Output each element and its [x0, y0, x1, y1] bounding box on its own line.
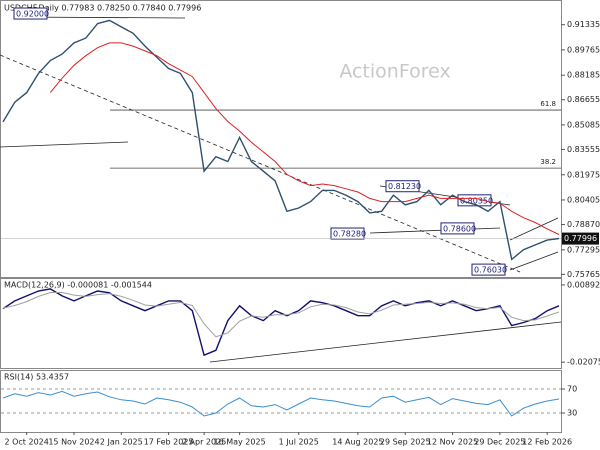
trendline: [209, 321, 562, 363]
x-tick-label: 29 Sep 2025: [380, 438, 431, 447]
price-title: USDCHF.Daily 0.77983 0.78250 0.77840 0.7…: [4, 4, 201, 13]
y-tick-label: 0.89765: [567, 45, 600, 54]
x-tick-label: 29 Dec 2025: [474, 438, 525, 447]
macd-title: MACD(12,26,9) -0.000081 -0.001544: [4, 281, 152, 290]
y-tick-label: 0.78870: [567, 220, 600, 229]
y-tick-label: 0.88185: [567, 71, 600, 80]
y-tick-label: -0.020759: [567, 358, 600, 367]
last-price-box: [562, 232, 599, 245]
price-panel: [0, 0, 562, 278]
rsi-title: RSI(14) 53.4357: [4, 373, 69, 382]
x-tick-label: 2 Apr 2025: [182, 438, 226, 447]
price-annotation-box: [457, 194, 492, 207]
x-tick-label: 1 Jul 2025: [279, 438, 319, 447]
rsi-panel: [0, 370, 562, 433]
price-annotation: 0.76030: [474, 266, 507, 275]
price-annotation-box: [13, 7, 48, 20]
x-tick-label: 17 Feb 2025: [144, 438, 194, 447]
trendline: [0, 141, 129, 148]
price-annotation-box: [330, 227, 365, 240]
x-tick-label: 16 May 2025: [214, 438, 266, 447]
fib-label: 38.2: [540, 158, 556, 166]
y-tick-label: 0.83555: [567, 145, 600, 154]
trendline: [509, 251, 559, 271]
series-line: [2, 390, 560, 417]
price-annotation-box: [385, 180, 420, 193]
trendline: [509, 217, 559, 241]
series-line: [2, 19, 560, 261]
y-tick-label: 0.91335: [567, 20, 600, 29]
price-annotation: 0.81230: [388, 182, 421, 191]
y-tick-label: 0.77295: [567, 245, 600, 254]
series-line: [2, 292, 560, 338]
y-tick-label: 0.80405: [567, 195, 600, 204]
watermark: ActionForex: [339, 61, 450, 83]
x-tick-label: 14 Aug 2025: [332, 438, 383, 447]
macd-panel: [0, 278, 562, 369]
y-tick-label: 0.75765: [567, 270, 600, 279]
series-line: [2, 288, 560, 357]
price-annotation-box: [440, 222, 475, 235]
last-price-label: 0.77996: [564, 234, 597, 243]
x-tick-label: 12 Nov 2025: [427, 438, 478, 447]
y-tick-label: 30: [567, 409, 577, 418]
trendline: [0, 54, 521, 273]
price-annotation-box: [471, 263, 506, 276]
fib-label: 61.8: [540, 100, 556, 108]
x-tick-label: 12 Feb 2026: [522, 438, 572, 447]
y-tick-label: 0.81975: [567, 170, 600, 179]
trendline: [369, 227, 501, 234]
y-tick-label: 0.008923: [567, 280, 600, 289]
price-annotation: 0.92000: [16, 10, 49, 19]
price-annotation: 0.78600: [443, 224, 476, 233]
x-tick-label: 15 Nov 2024: [48, 438, 99, 447]
price-annotation: 0.78280: [333, 230, 366, 239]
series-line: [49, 42, 560, 235]
x-tick-label: 2 Oct 2024: [4, 438, 48, 447]
price-annotation: 0.80350: [460, 196, 493, 205]
y-tick-label: 0.86655: [567, 95, 600, 104]
y-tick-label: 70: [567, 385, 577, 394]
x-tick-label: 2 Jan 2025: [100, 438, 143, 447]
y-tick-label: 0.85085: [567, 120, 600, 129]
